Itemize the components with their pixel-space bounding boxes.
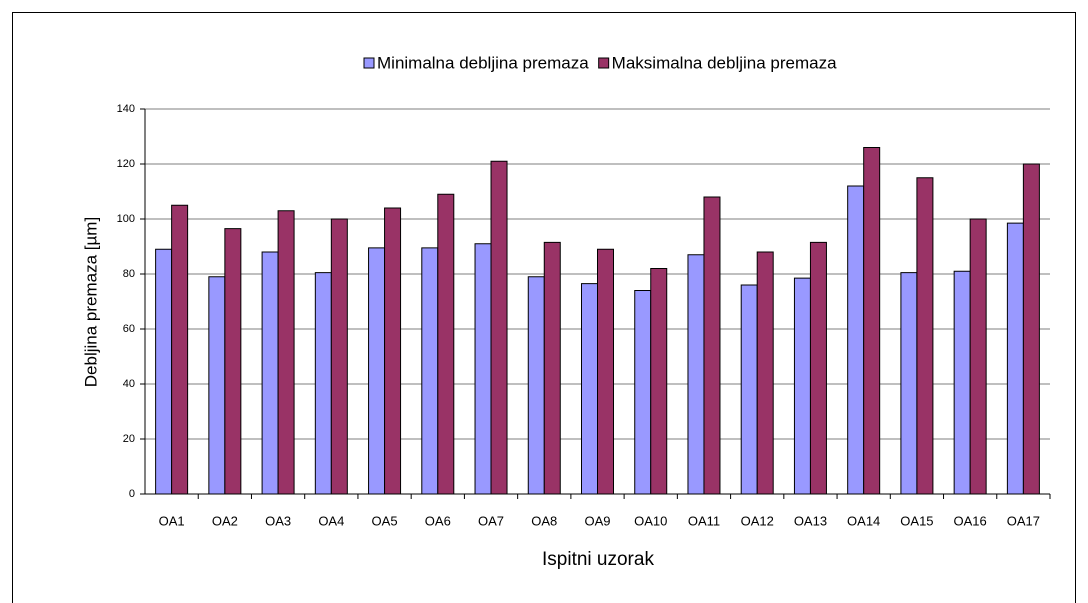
bar [330, 218, 348, 495]
bar [474, 243, 492, 495]
x-axis-title: Ispitni uzorak [542, 549, 654, 570]
x-tick-label: OA1 [159, 513, 185, 528]
bar [756, 251, 774, 495]
bar [543, 241, 561, 495]
bar [687, 254, 705, 495]
legend-label: Minimalna debljina premaza [377, 53, 589, 72]
bar [953, 270, 971, 495]
bar [847, 185, 865, 495]
legend-label: Maksimalna debljina premaza [612, 53, 837, 72]
bar [1022, 163, 1040, 495]
bar [597, 248, 614, 495]
bar [634, 290, 652, 495]
y-tick-label: 120 [117, 158, 135, 170]
bar [793, 277, 811, 495]
bar [437, 193, 455, 495]
x-tick-label: OA14 [847, 513, 880, 528]
bar [969, 218, 987, 495]
y-axis-title: Debljina premaza [µm] [81, 217, 100, 387]
x-tick-label: OA17 [1007, 513, 1040, 528]
x-tick-label: OA15 [900, 513, 933, 528]
x-tick-label: OA4 [318, 513, 344, 528]
bar [277, 210, 295, 495]
bar [384, 207, 402, 495]
y-tick-label: 140 [117, 103, 135, 115]
x-tick-label: OA10 [634, 513, 667, 528]
x-tick-label: OA16 [954, 513, 987, 528]
x-tick-label: OA8 [531, 513, 557, 528]
y-tick-label: 100 [117, 213, 135, 225]
bar [900, 272, 918, 495]
bar [740, 284, 758, 495]
legend-swatch [598, 57, 610, 69]
bar [490, 160, 508, 495]
x-tick-label: OA3 [265, 513, 291, 528]
bar [171, 204, 189, 495]
x-tick-label: OA13 [794, 513, 827, 528]
x-tick-label: OA9 [584, 513, 610, 528]
bar [368, 247, 386, 495]
x-tick-label: OA7 [478, 513, 504, 528]
x-tick-label: OA5 [372, 513, 398, 528]
bar [261, 251, 279, 495]
x-tick-label: OA11 [688, 513, 720, 528]
bar [916, 177, 934, 495]
bar [314, 272, 332, 495]
y-tick-label: 80 [123, 268, 135, 280]
y-tick-label: 60 [123, 323, 135, 335]
y-tick-label: 40 [123, 378, 135, 390]
bar [421, 247, 439, 495]
x-tick-label: OA2 [212, 513, 238, 528]
y-tick-label: 0 [129, 488, 135, 500]
bar [527, 276, 545, 495]
bar [1006, 222, 1024, 495]
legend-swatch [363, 57, 375, 69]
bar [208, 276, 226, 495]
bar [809, 241, 827, 495]
bar [863, 147, 881, 495]
bar [703, 196, 721, 495]
bar [650, 268, 668, 495]
y-tick-label: 20 [123, 433, 135, 445]
x-tick-label: OA12 [741, 513, 774, 528]
bar [581, 283, 598, 495]
bar [224, 228, 242, 495]
x-tick-label: OA6 [425, 513, 451, 528]
bar [155, 248, 173, 495]
